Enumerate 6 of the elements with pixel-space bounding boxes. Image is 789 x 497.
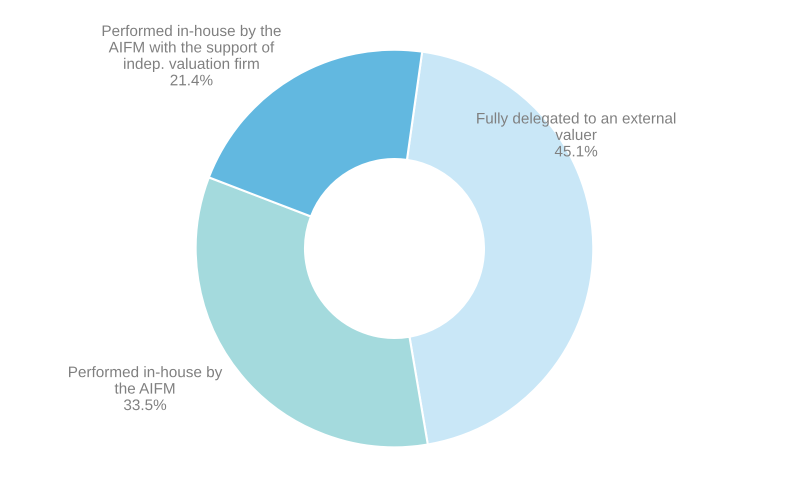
data-label: 21.4% [170,74,213,86]
slice-label: Performed in-house by the AIFM [69,366,222,394]
slice-label: Performed in-house by the AIFM with the support of indep. valuation firm [102,24,281,72]
data-label: 33.5% [124,399,166,410]
data-label: 45.1% [554,146,598,157]
slice-label: Fully delegated to an external valuer [477,112,676,140]
